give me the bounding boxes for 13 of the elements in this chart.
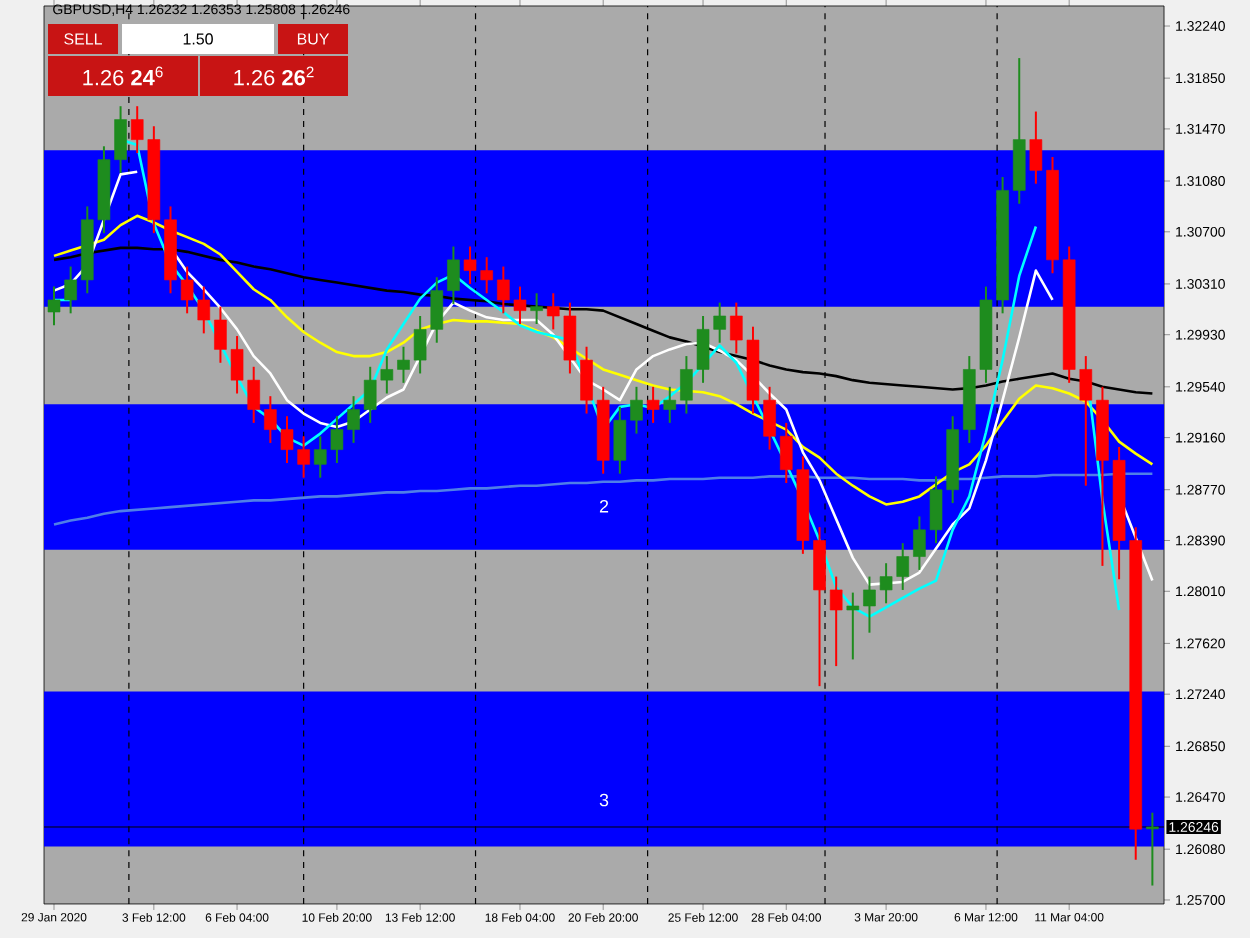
annotation: 1.26 26$^{2}$ [234, 66, 314, 86]
candlestick [829, 575, 843, 668]
candlestick [663, 385, 677, 424]
annotation: 1.26 24$^{6}$ [83, 66, 163, 86]
candlestick [646, 385, 660, 424]
candlestick [530, 292, 543, 326]
candlestick [1146, 811, 1159, 887]
candlestick [447, 245, 460, 305]
candlestick [613, 405, 627, 475]
candlestick [630, 385, 643, 435]
band-label: 2 [599, 499, 609, 513]
candlestick [846, 591, 860, 661]
band-label: 3 [599, 793, 609, 807]
